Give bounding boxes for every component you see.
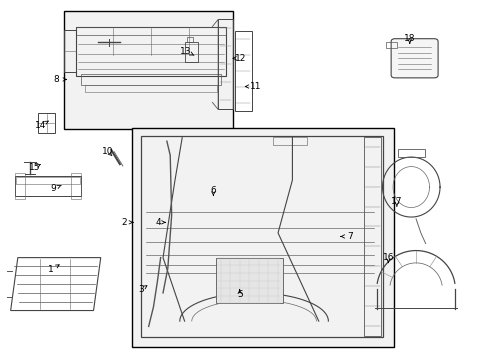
Bar [397,149,424,157]
Bar [17,177,80,184]
Bar [64,30,76,72]
Bar [186,37,193,42]
Bar [218,19,232,109]
Text: 10: 10 [102,147,113,156]
Bar [16,176,81,196]
Bar [364,137,380,336]
Text: 3: 3 [138,285,144,294]
Text: 11: 11 [249,82,261,91]
Text: 14: 14 [35,121,46,130]
Bar [76,27,226,76]
Bar [81,74,221,85]
Bar [141,136,383,337]
Text: 1: 1 [47,265,53,274]
Text: 7: 7 [346,232,352,241]
Text: 6: 6 [210,186,216,195]
Text: 17: 17 [390,197,402,206]
Text: 4: 4 [155,218,161,227]
Bar [85,85,216,92]
Bar [76,27,226,35]
Text: 15: 15 [29,163,41,172]
FancyBboxPatch shape [390,39,437,78]
Text: 18: 18 [403,34,415,43]
Text: 9: 9 [50,184,56,193]
Text: 2: 2 [121,218,126,227]
Text: 5: 5 [236,290,242,299]
Text: 12: 12 [235,54,246,63]
Bar [64,12,233,129]
Bar [71,173,81,199]
Bar [184,42,197,62]
Bar [386,41,396,48]
Text: 16: 16 [382,253,393,262]
Text: 13: 13 [180,47,191,56]
Bar [215,258,282,303]
Bar [16,173,25,199]
Bar [132,128,393,347]
Bar [39,113,55,134]
Bar [234,31,251,111]
Bar [273,137,306,145]
Text: 8: 8 [54,75,60,84]
